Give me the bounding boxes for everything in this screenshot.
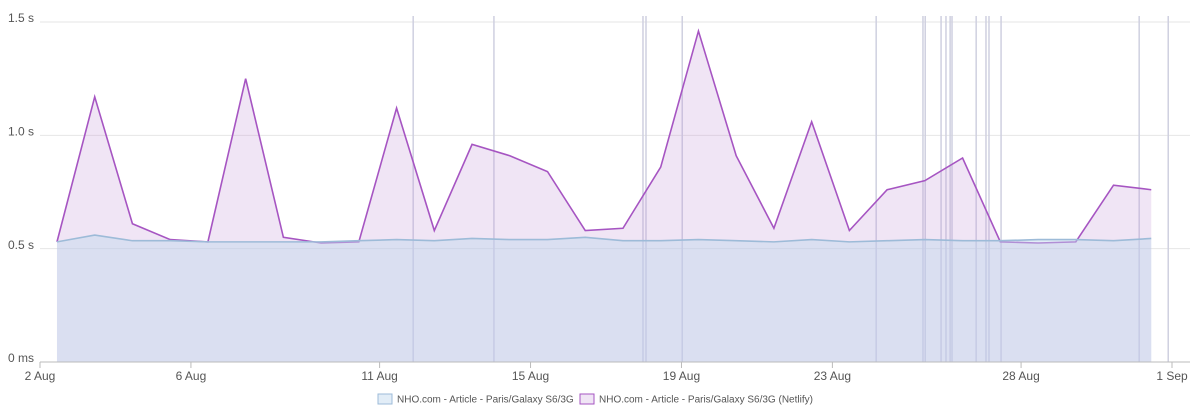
area [56, 235, 1152, 362]
area [56, 31, 1152, 362]
x-tick-label: 6 Aug [176, 369, 207, 383]
legend-label: NHO.com - Article - Paris/Galaxy S6/3G (… [599, 395, 813, 406]
y-tick-label: 1.0 s [8, 125, 34, 139]
legend-swatch [377, 393, 393, 405]
x-tick-label: 11 Aug [361, 369, 397, 383]
y-tick-label: 0.5 s [8, 238, 34, 252]
y-tick-label: 1.5 s [8, 11, 34, 25]
line [56, 234, 1152, 243]
x-tick-label: 15 Aug [512, 369, 549, 383]
legend-label: NHO.com - Article - Paris/Galaxy S6/3G [397, 395, 574, 406]
x-tick-label: 28 Aug [1002, 369, 1039, 383]
line [56, 28, 1152, 244]
x-tick-label: 23 Aug [814, 369, 851, 383]
y-tick-label: 0 ms [8, 351, 34, 365]
x-tick-label: 1 Sep [1156, 369, 1188, 383]
x-tick-label: 2 Aug [25, 369, 56, 383]
legend-swatch [579, 393, 595, 405]
x-tick-label: 19 Aug [663, 369, 700, 383]
